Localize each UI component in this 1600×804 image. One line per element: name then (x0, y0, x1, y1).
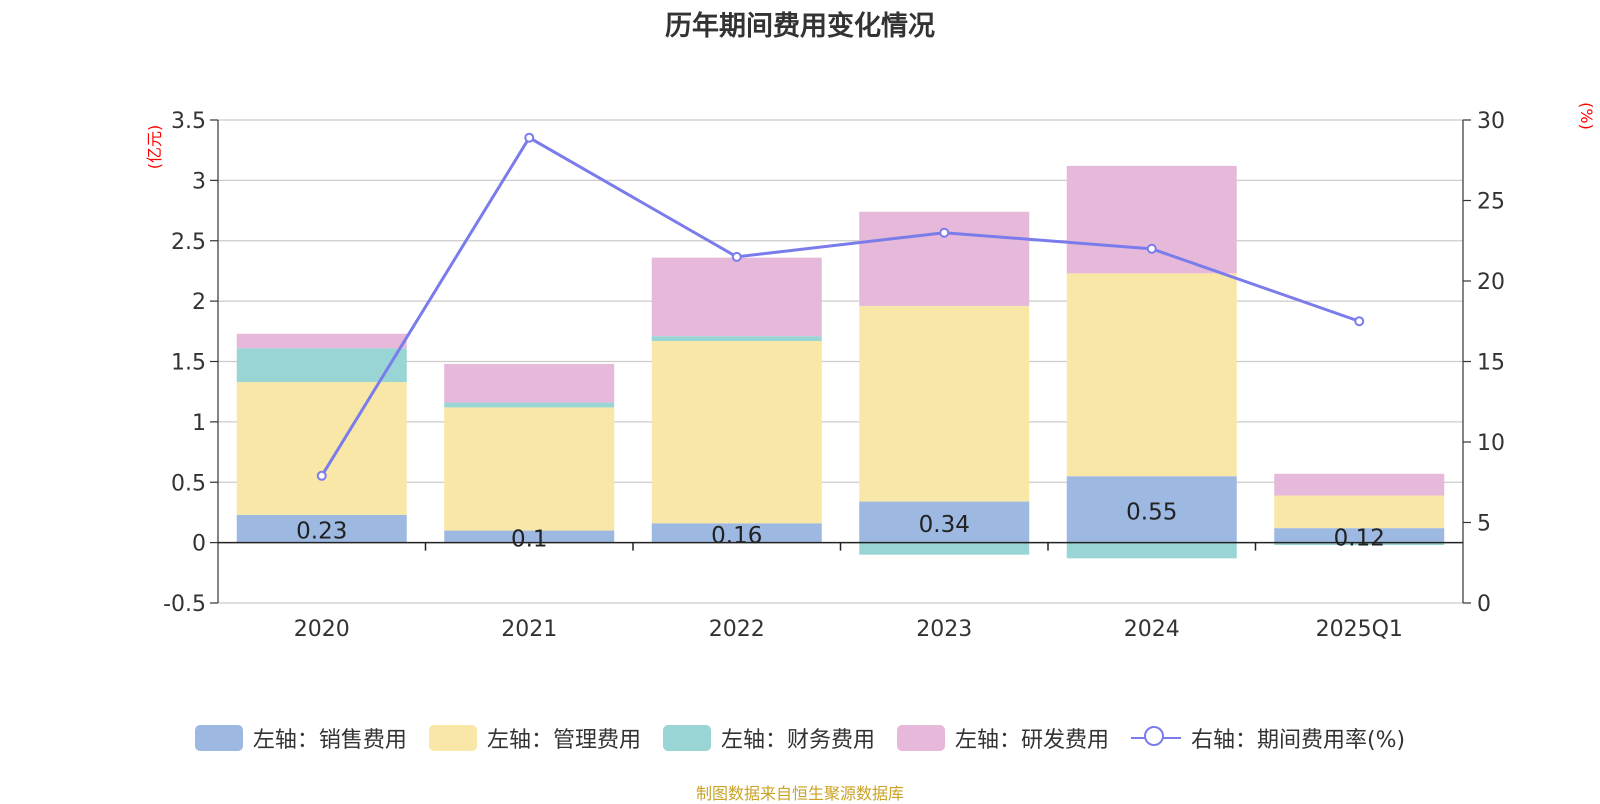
legend-item-rate[interactable]: 右轴：期间费用率(%) (1130, 722, 1406, 754)
bar-sales-2024 (1066, 476, 1237, 543)
legend-item-finance[interactable]: 左轴：财务费用 (662, 722, 875, 754)
y-left-tick-label: 2 (192, 290, 206, 315)
bar-sales-2021 (444, 530, 615, 543)
data-label-sales-2020: 0.23 (296, 519, 347, 545)
bar-finance-2023 (859, 542, 1030, 555)
bar-admin-2025Q1 (1274, 495, 1445, 529)
chart-plot: -0.5 0 0.5 1 1.5 2 2.5 3 3.5 0 5 10 15 20 25 30 2020 2021… (145, 102, 1596, 642)
bar-finance-2025Q1 (1274, 542, 1445, 546)
legend-item-rnd[interactable]: 左轴：研发费用 (896, 722, 1109, 754)
bar-sales-2025Q1 (1274, 528, 1445, 543)
data-label-sales-2025Q1: 0.12 (1334, 525, 1385, 551)
x-tick-label: 2025Q1 (1316, 617, 1403, 642)
legend-item-sales[interactable]: 左轴：销售费用 (194, 722, 407, 754)
y-right-tick-label: 20 (1477, 270, 1505, 295)
y-left-tick-label: 2.5 (171, 230, 206, 255)
bar-rnd-2024 (1066, 165, 1237, 274)
y-left-axis-label: (亿元) (145, 125, 164, 170)
y-left-tick-label: 1.5 (171, 351, 206, 376)
data-label-sales-2022: 0.16 (711, 523, 762, 549)
rate-point-2022 (731, 251, 742, 262)
chart-title: 历年期间费用变化情况 (665, 11, 935, 42)
bar-rnd-2021 (444, 363, 615, 403)
source-note: 制图数据来自恒生聚源数据库 (695, 784, 904, 803)
y-right-tick-label: 30 (1477, 109, 1505, 134)
y-left-tick-label: 0.5 (171, 471, 206, 496)
gridlines (218, 119, 1463, 604)
bar-sales-2020 (236, 514, 407, 543)
bar-finance-2024 (1066, 542, 1237, 559)
legend-label-rnd: 左轴：研发费用 (954, 728, 1109, 753)
rate-point-2020 (316, 470, 327, 481)
x-tick-label: 2023 (916, 617, 972, 642)
legend-circle-icon (1143, 726, 1164, 746)
legend-label-finance: 左轴：财务费用 (720, 728, 875, 753)
x-tick-label: 2024 (1124, 617, 1180, 642)
rate-point-2025Q1 (1354, 316, 1365, 327)
axes: -0.5 0 0.5 1 1.5 2 2.5 3 3.5 0 5 10 15 20 25 30 2020 2021… (145, 102, 1596, 642)
y-right-tick-label: 0 (1477, 592, 1491, 617)
bar-rnd-2025Q1 (1274, 473, 1445, 496)
y-left-tick-label: 0 (192, 532, 206, 557)
legend-swatch-admin (428, 725, 477, 751)
bar-admin-2022 (651, 340, 822, 524)
legend-swatch-finance (662, 725, 711, 751)
y-left-tick-label: 1 (192, 411, 206, 436)
rate-point-2023 (939, 227, 950, 238)
y-right-tick-label: 10 (1477, 431, 1505, 456)
bar-sales-2022 (651, 523, 822, 543)
bar-sales-2023 (859, 501, 1030, 543)
y-left-tick-label: -0.5 (163, 592, 206, 617)
y-left-tick-label: 3 (192, 169, 206, 194)
bar-rnd-2020 (236, 333, 407, 349)
legend-swatch-rnd (896, 725, 945, 751)
y-right-axis-label: (%) (1577, 102, 1596, 130)
bar-finance-2022 (651, 336, 822, 341)
bar-rnd-2023 (859, 211, 1030, 306)
bar-rnd-2022 (651, 257, 822, 337)
x-tick-label: 2022 (709, 617, 765, 642)
rate-line (320, 135, 1360, 477)
rate-point-2021 (524, 132, 535, 143)
bar-finance-2020 (236, 348, 407, 383)
y-left-tick-label: 3.5 (171, 109, 206, 134)
rate-line-series (316, 132, 1365, 481)
rate-point-2024 (1146, 243, 1157, 254)
bar-series (236, 165, 1445, 559)
x-tick-label: 2020 (294, 617, 350, 642)
y-right-tick-label: 25 (1477, 190, 1505, 215)
bar-admin-2024 (1066, 273, 1237, 477)
bar-finance-2021 (444, 402, 615, 408)
legend-label-admin: 左轴：管理费用 (486, 728, 641, 753)
data-label-sales-2021: 0.1 (511, 527, 548, 553)
legend-swatch-rate (1130, 725, 1181, 751)
y-right-tick-label: 5 (1477, 512, 1491, 537)
bar-admin-2020 (236, 382, 407, 515)
y-right-tick-label: 15 (1477, 351, 1505, 376)
legend-item-admin[interactable]: 左轴：管理费用 (428, 722, 641, 754)
bar-admin-2023 (859, 305, 1030, 502)
bar-admin-2021 (444, 407, 615, 531)
data-label-sales-2024: 0.55 (1126, 499, 1177, 525)
data-labels: 0.23 0.1 0.16 0.34 0.55 0.12 (296, 499, 1385, 552)
x-tick-label: 2021 (501, 617, 557, 642)
legend-label-rate: 右轴：期间费用率(%) (1190, 728, 1406, 753)
legend: 左轴：销售费用 左轴：管理费用 左轴：财务费用 左轴：研发费用 右轴：期间费用率… (0, 722, 1600, 754)
data-label-sales-2023: 0.34 (919, 512, 970, 538)
legend-label-sales: 左轴：销售费用 (252, 728, 407, 753)
legend-swatch-sales (194, 725, 243, 751)
